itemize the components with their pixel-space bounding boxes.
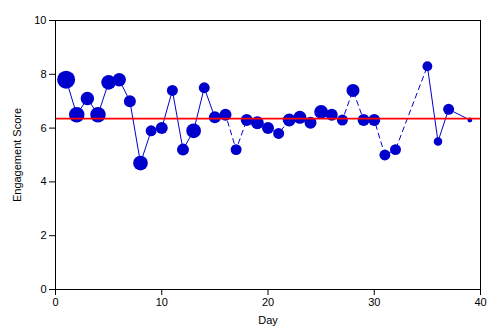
svg-text:20: 20 xyxy=(262,296,274,308)
svg-text:Day: Day xyxy=(258,314,278,326)
svg-text:2: 2 xyxy=(40,229,46,241)
svg-text:10: 10 xyxy=(156,296,168,308)
svg-text:0: 0 xyxy=(52,296,58,308)
svg-text:4: 4 xyxy=(40,175,46,187)
svg-text:6: 6 xyxy=(40,122,46,134)
svg-text:Engagement Score: Engagement Score xyxy=(11,108,23,202)
svg-text:8: 8 xyxy=(40,68,46,80)
svg-text:30: 30 xyxy=(368,296,380,308)
svg-text:0: 0 xyxy=(40,283,46,295)
svg-text:40: 40 xyxy=(474,296,486,308)
svg-text:10: 10 xyxy=(34,14,46,26)
